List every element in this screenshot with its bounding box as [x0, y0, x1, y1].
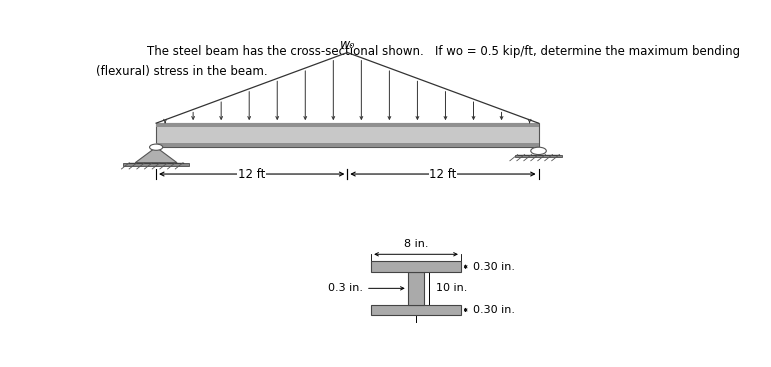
Circle shape [150, 144, 163, 150]
Bar [371, 305, 461, 315]
Text: The steel beam has the cross-sectional shown.   If wo = 0.5 kip/ft, determine th: The steel beam has the cross-sectional s… [147, 46, 740, 58]
Text: w₀: w₀ [340, 38, 355, 51]
Text: 12 ft: 12 ft [429, 167, 456, 181]
Bar [156, 143, 538, 147]
Bar [123, 163, 189, 166]
Bar [156, 123, 538, 147]
Bar [514, 155, 562, 157]
Text: 0.3 in.: 0.3 in. [328, 283, 363, 293]
Text: 12 ft: 12 ft [238, 167, 265, 181]
Text: (flexural) stress in the beam.: (flexural) stress in the beam. [96, 65, 268, 78]
Bar [156, 123, 538, 127]
Text: 0.30 in.: 0.30 in. [473, 305, 515, 315]
Text: 0.30 in.: 0.30 in. [473, 262, 515, 272]
Text: 8 in.: 8 in. [404, 239, 429, 249]
Bar [371, 261, 461, 272]
Bar [408, 272, 424, 305]
Circle shape [530, 147, 547, 155]
Text: 10 in.: 10 in. [436, 283, 468, 293]
Polygon shape [135, 147, 177, 163]
